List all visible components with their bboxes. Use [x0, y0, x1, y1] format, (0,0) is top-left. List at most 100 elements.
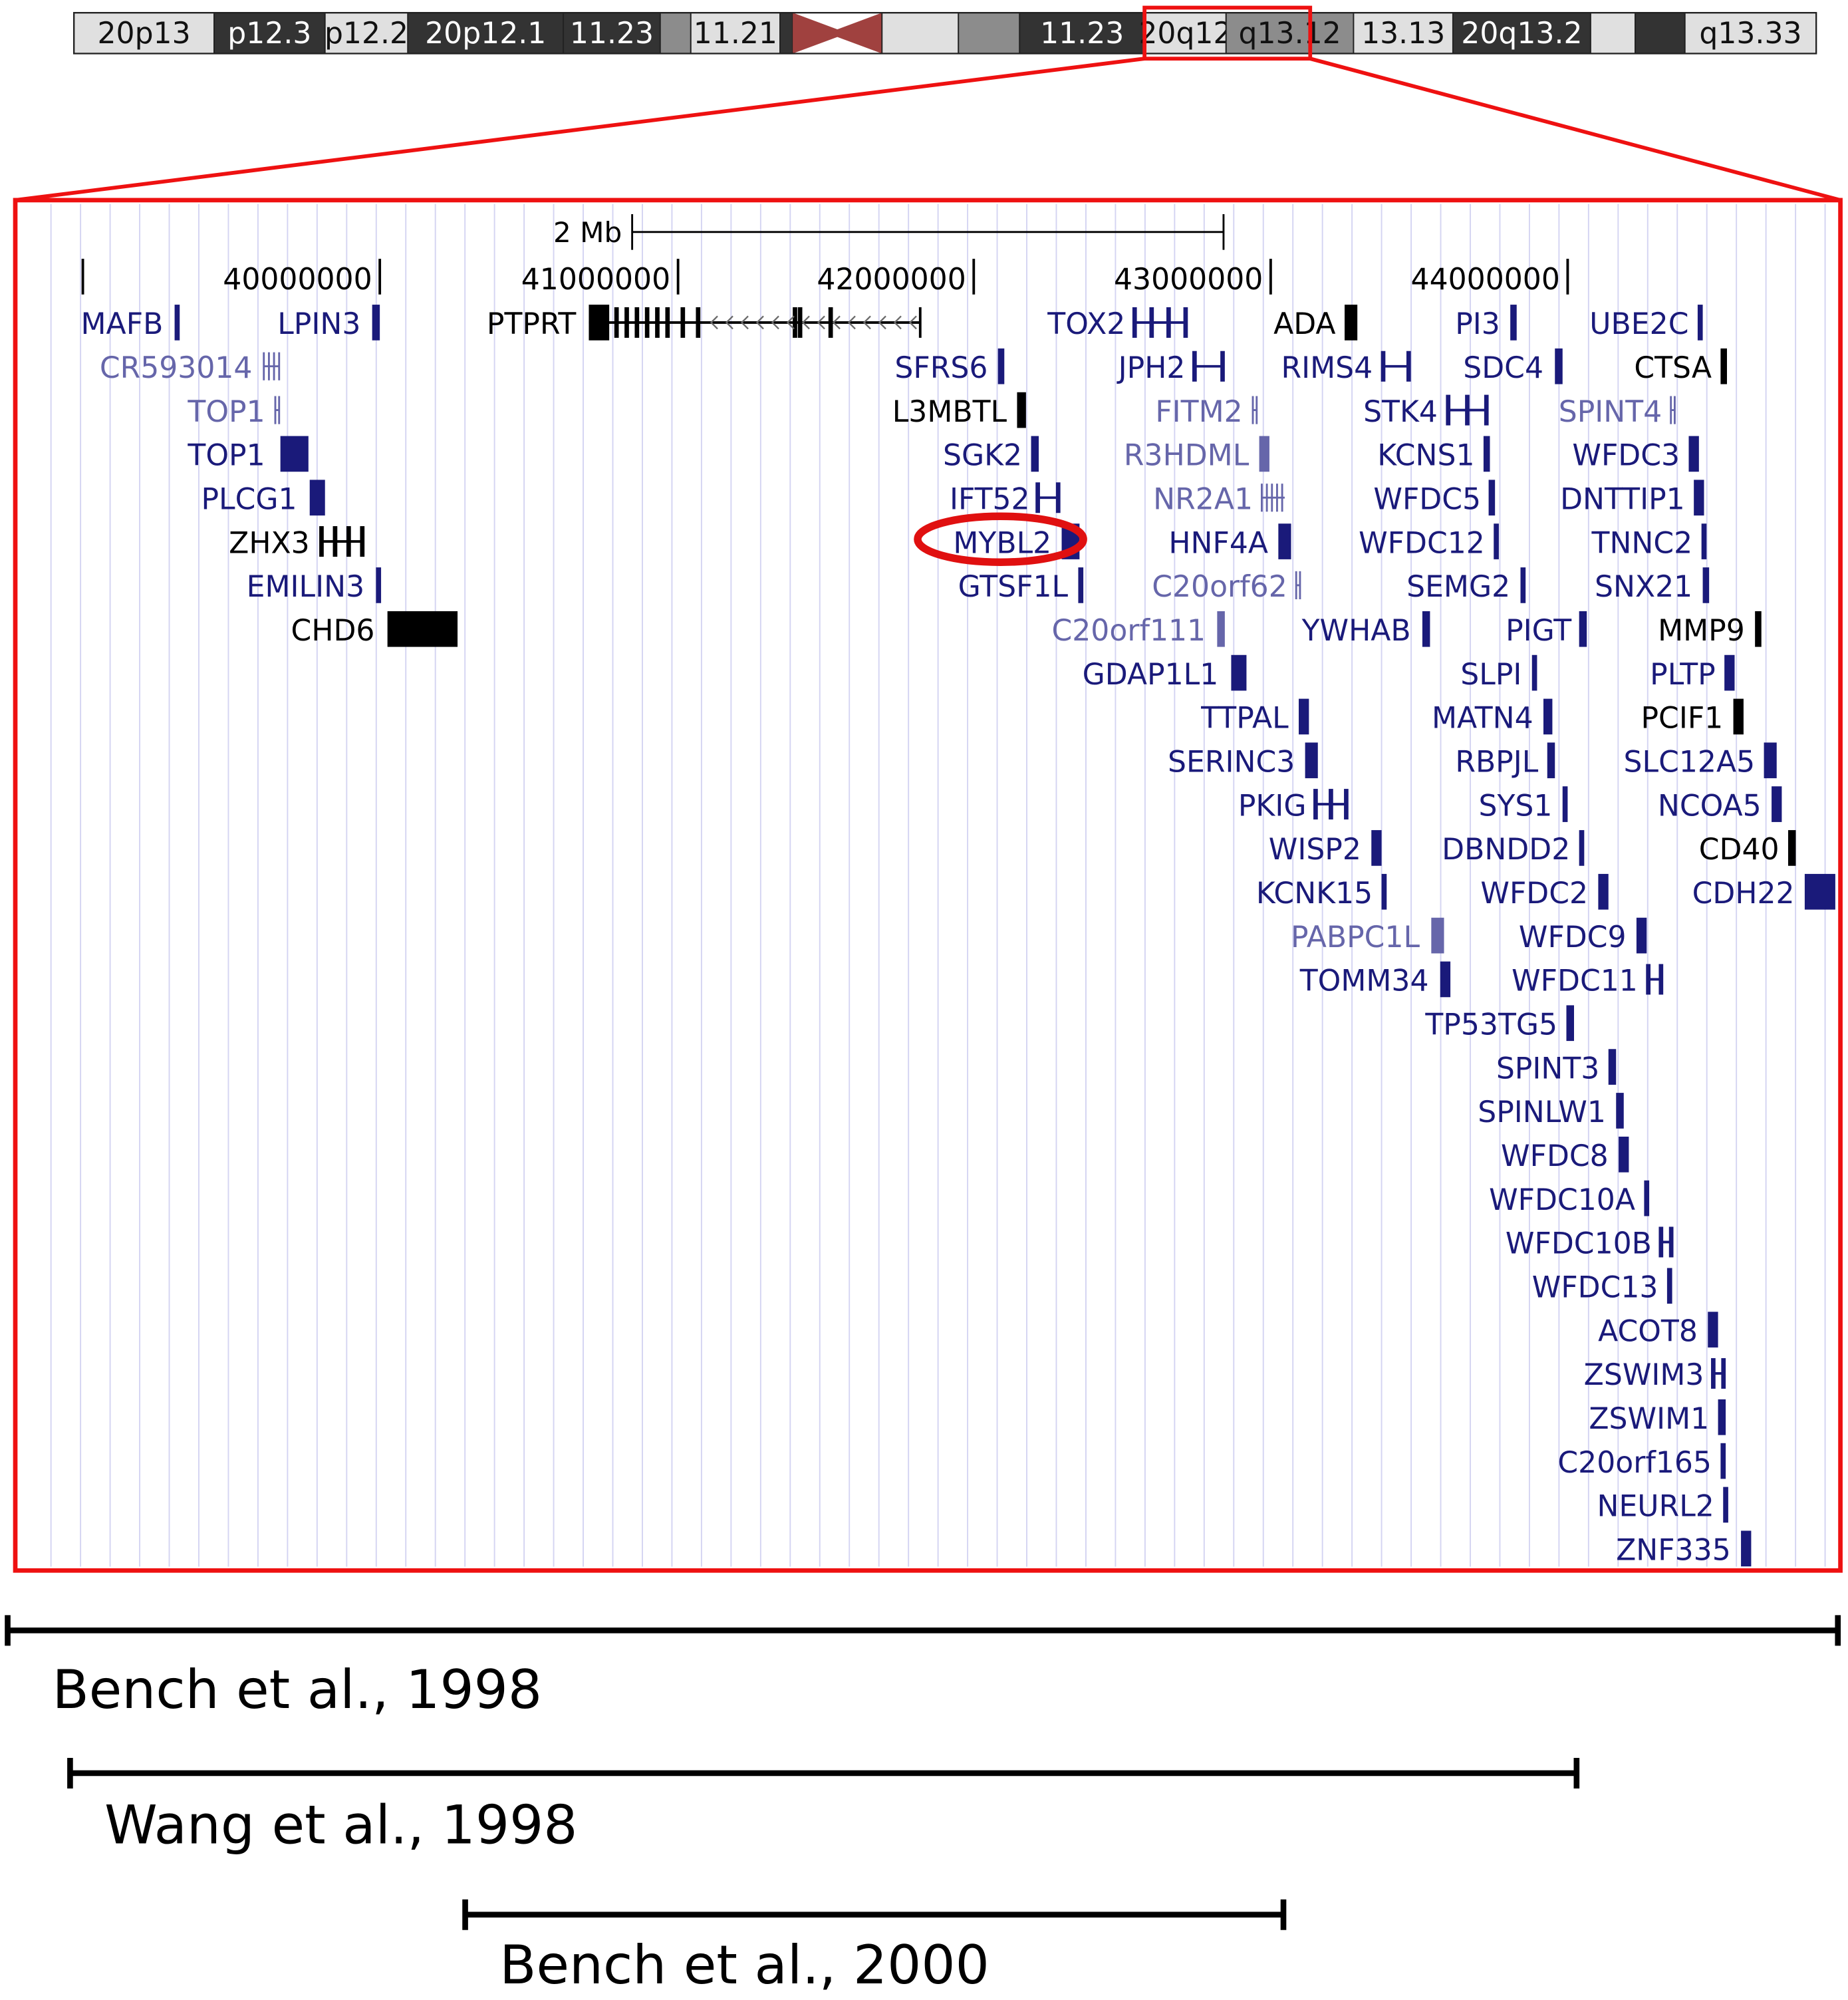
- zoom-lines: [15, 57, 1841, 202]
- gene-tnnc2: TNNC2: [1591, 523, 1707, 560]
- gene-ctsa-glyph: [1720, 348, 1727, 384]
- gene-rbpjl: RBPJL: [1455, 742, 1555, 780]
- gene-neurl2-label: NEURL2: [1597, 1490, 1714, 1524]
- gene-mafb-label: MAFB: [81, 307, 164, 341]
- gene-tox2-exon: [1183, 307, 1188, 338]
- reference-wang-et-al-1998-label: Wang et al., 1998: [104, 1793, 577, 1856]
- gene-ywhab-label: YWHAB: [1301, 614, 1411, 648]
- gene-cr593014: CR593014: [100, 351, 281, 385]
- gene-ube2c-glyph: [1697, 305, 1703, 341]
- gene-tomm34-label: TOMM34: [1299, 964, 1429, 998]
- band-p12-3: [213, 12, 326, 55]
- gene-wfdc10a: WFDC10A: [1489, 1180, 1650, 1217]
- gene-sgk2-glyph: [1031, 436, 1039, 472]
- reference-bench-et-al-1998: Bench et al., 1998: [5, 1615, 1841, 1721]
- gene-gtsf1l: GTSF1L: [958, 567, 1084, 604]
- gene-ube2c-label: UBE2C: [1589, 307, 1688, 341]
- gene-tp53tg5: TP53TG5: [1424, 1005, 1575, 1042]
- gene-wfdc10b-exon: [1668, 1226, 1674, 1258]
- gene-top1: TOP1: [187, 395, 281, 429]
- gene-jph2: JPH2: [1117, 351, 1225, 385]
- gene-cd40: CD40: [1699, 830, 1796, 867]
- band-11-23-label: 11.23: [570, 17, 654, 51]
- gene-mmp9-label: MMP9: [1658, 614, 1745, 648]
- gene-gtsf1l-label: GTSF1L: [958, 570, 1069, 604]
- gene-snx21-glyph: [1702, 567, 1710, 603]
- gene-sgk2: SGK2: [943, 436, 1039, 473]
- ideogram-highlight-box: [1142, 5, 1313, 61]
- gene-top1-glyph: [280, 436, 309, 472]
- band-p12-3-label: p12.3: [227, 17, 311, 51]
- gene-pabpc1l-glyph: [1431, 917, 1444, 954]
- gene-pltp-label: PLTP: [1650, 658, 1716, 692]
- gene-cdh22-glyph: [1804, 873, 1835, 910]
- gene-emilin3-glyph: [376, 567, 382, 603]
- gene-zswim3-label: ZSWIM3: [1584, 1358, 1704, 1392]
- gene-ptprt-exon: [828, 307, 833, 338]
- gene-wfdc10b: WFDC10B: [1506, 1226, 1674, 1261]
- gene-dbndd2-label: DBNDD2: [1442, 833, 1570, 867]
- gene-ncoa5-glyph: [1772, 786, 1782, 822]
- gene-sfrs6: SFRS6: [894, 348, 1005, 385]
- gene-ube2c: UBE2C: [1589, 305, 1703, 341]
- position-label-43000000: 43000000: [1114, 263, 1263, 297]
- gene-pigt: PIGT: [1506, 611, 1587, 648]
- gene-c20orf165-label: C20orf165: [1557, 1446, 1712, 1480]
- gene-c20orf165: C20orf165: [1557, 1443, 1726, 1480]
- gene-chd6-label: CHD6: [291, 614, 375, 648]
- gene-pkig-exon: [1329, 789, 1333, 820]
- gene-zhx3-exon: [360, 526, 365, 557]
- gene-ift52-label: IFT52: [950, 482, 1030, 516]
- gene-wfdc5: WFDC5: [1373, 480, 1496, 516]
- gene-ywhab-glyph: [1422, 611, 1430, 647]
- gene-kcns1-label: KCNS1: [1377, 439, 1474, 473]
- gene-rbpjl-label: RBPJL: [1455, 746, 1538, 780]
- gene-lpin3: LPIN3: [277, 305, 380, 341]
- gene-ctsa-label: CTSA: [1634, 351, 1712, 385]
- gene-ptprt-strand-arrow: [847, 315, 856, 330]
- gene-ptprt-strand-arrow: [740, 315, 749, 330]
- band-13-13-label: 13.13: [1361, 17, 1445, 51]
- gene-stk4-exon: [1446, 394, 1451, 426]
- gene-wfdc2-glyph: [1598, 873, 1609, 910]
- gene-sfrs6-label: SFRS6: [894, 351, 988, 385]
- gene-slpi: SLPI: [1460, 654, 1537, 692]
- gene-wfdc10b-label: WFDC10B: [1506, 1227, 1652, 1261]
- chromosome-ideogram: 20p13 p12.3 p12.2 20p12.1 11.23 11.21 11.23 20q…: [73, 5, 1817, 61]
- gene-sgk2-label: SGK2: [943, 439, 1022, 473]
- band-13-13: [1353, 12, 1454, 55]
- gene-spint4-label: SPINT4: [1559, 395, 1662, 429]
- gene-dnttip1-label: DNTTIP1: [1560, 482, 1685, 516]
- gene-zswim1: ZSWIM1: [1589, 1399, 1726, 1436]
- gene-ptprt-strand-arrow: [786, 315, 795, 330]
- gene-znf335: ZNF335: [1616, 1530, 1752, 1568]
- gene-ptprt-strand-arrow: [771, 315, 779, 330]
- gene-fitm2-label: FITM2: [1155, 395, 1242, 429]
- gene-sdc4: SDC4: [1463, 348, 1563, 385]
- gene-nr2a1: NR2A1: [1153, 482, 1285, 516]
- gene-cd40-glyph: [1787, 830, 1796, 866]
- zoom-line-left: [15, 57, 1145, 202]
- gene-ptprt-strand-arrow: [725, 315, 733, 330]
- gene-l3mbtl-glyph: [1017, 392, 1026, 428]
- gene-wfdc10b-exon: [1658, 1226, 1664, 1258]
- gene-dbndd2: DBNDD2: [1442, 830, 1585, 867]
- band-11-21-label: 11.21: [694, 17, 777, 51]
- gene-lpin3-label: LPIN3: [277, 307, 360, 341]
- band-17: [1635, 12, 1686, 55]
- gene-tnnc2-glyph: [1701, 523, 1707, 559]
- band-11-21: [690, 12, 781, 55]
- gene-cd40-label: CD40: [1699, 833, 1780, 867]
- gene-tp53tg5-glyph: [1566, 1005, 1575, 1042]
- gene-ptprt-exon: [655, 307, 660, 338]
- gene-jph2-label: JPH2: [1117, 351, 1186, 385]
- gene-spint3-glyph: [1608, 1049, 1617, 1085]
- gene-ift52-exon: [1055, 482, 1061, 513]
- gene-tox2-exon: [1149, 307, 1154, 338]
- gene-zswim1-glyph: [1718, 1399, 1726, 1435]
- gene-wfdc11-label: WFDC11: [1512, 964, 1638, 998]
- gene-ptprt-exon: [696, 307, 701, 338]
- band-q13-33: [1684, 12, 1817, 55]
- gene-ptprt-label: PTPRT: [487, 307, 577, 341]
